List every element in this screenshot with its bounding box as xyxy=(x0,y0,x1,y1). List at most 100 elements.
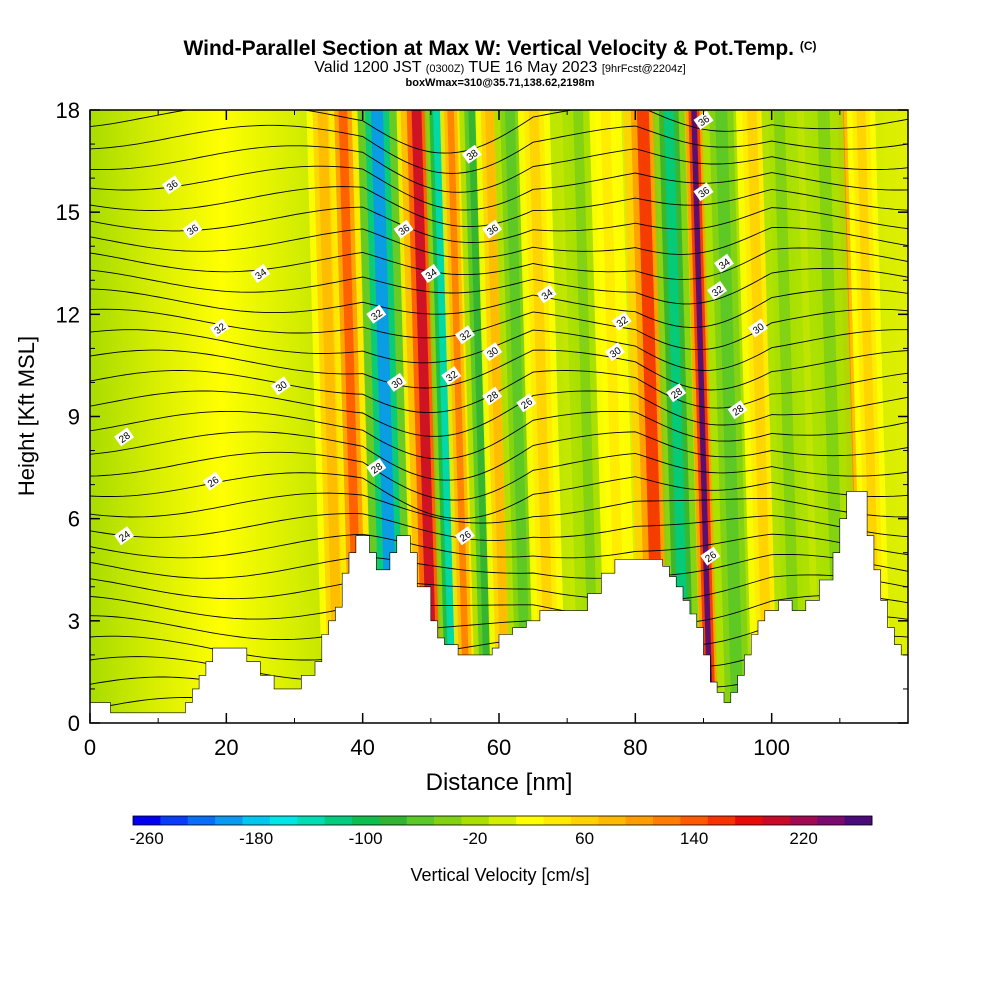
terrain xyxy=(90,491,908,723)
theta-contour-line xyxy=(90,247,908,280)
colorbar-tick-label: -180 xyxy=(239,829,273,848)
theta-label-bg xyxy=(270,376,291,396)
theta-label: 36 xyxy=(693,110,714,130)
chart-subtitle: Valid 1200 JST (0300Z) TUE 16 May 2023 [… xyxy=(0,60,1000,77)
theta-label-bg xyxy=(482,342,503,362)
velocity-band xyxy=(400,110,449,723)
colorbar-swatch xyxy=(242,816,271,825)
theta-contour-line xyxy=(90,513,908,541)
velocity-band-layer xyxy=(773,110,801,723)
theta-label-bg xyxy=(666,383,687,403)
theta-label-bg xyxy=(182,219,203,239)
theta-contour-line xyxy=(90,186,908,228)
colorbar-swatch xyxy=(187,816,216,825)
theta-label-bg xyxy=(693,110,714,130)
colorbar-swatch xyxy=(269,816,298,825)
theta-label: 32 xyxy=(454,325,475,345)
theta-label: 32 xyxy=(366,304,387,324)
theta-contour-line xyxy=(90,349,908,391)
colorbar-swatch xyxy=(160,816,189,825)
theta-contour-line xyxy=(90,574,908,601)
theta-contour-line xyxy=(90,370,908,414)
theta-contour-line xyxy=(90,533,908,559)
velocity-band xyxy=(761,110,814,723)
colorbar-swatch xyxy=(680,816,709,825)
colorbar-swatch xyxy=(598,816,627,825)
colorbar-tick-label: 60 xyxy=(575,829,594,848)
velocity-band-layer xyxy=(433,110,458,723)
velocity-band-layer xyxy=(468,110,493,723)
theta-label-bg xyxy=(482,386,503,406)
velocity-band-layer xyxy=(411,110,438,723)
colorbar-swatch xyxy=(516,816,544,825)
theta-label: 36 xyxy=(182,219,203,239)
colorbar-swatch xyxy=(297,816,325,825)
y-tick-label: 0 xyxy=(68,711,80,736)
theta-contour-line xyxy=(90,472,908,520)
colorbar-swatch xyxy=(351,816,380,825)
theta-contour-line xyxy=(90,206,908,243)
colorbar: -260 -180 -100 -20 60 140 220 xyxy=(130,815,873,848)
theta-label-bg xyxy=(454,526,475,546)
colorbar-swatch xyxy=(215,816,243,825)
theta-label-bg xyxy=(420,263,441,284)
theta-label: 34 xyxy=(714,253,734,273)
colorbar-tick-label: -20 xyxy=(463,829,488,848)
colorbar-swatch xyxy=(570,816,599,825)
y-tick-label: 18 xyxy=(56,98,80,123)
colorbar-swatch xyxy=(625,816,654,825)
colorbar-swatch xyxy=(543,816,572,825)
theta-label-bg xyxy=(707,280,728,301)
plot-area: 36 36 34 32 30 28 26 24 36 34 32 30 28 38 36 34 32 32 30 28… xyxy=(90,110,908,723)
valid-utc: (0300Z) xyxy=(425,63,465,75)
theta-label: 30 xyxy=(604,342,625,362)
theta-label-bg xyxy=(727,400,748,420)
theta-label-bg xyxy=(461,144,482,164)
theta-label-bg xyxy=(693,182,714,202)
theta-label-bg xyxy=(161,175,182,195)
theta-label-bg xyxy=(454,325,475,345)
theta-label-bg xyxy=(748,318,768,338)
colorbar-swatch xyxy=(653,816,681,825)
theta-label: 36 xyxy=(393,219,414,239)
theta-label-bg xyxy=(604,342,625,362)
y-tick-label: 6 xyxy=(68,507,80,532)
y-tick-label: 15 xyxy=(56,200,80,225)
theta-label: 30 xyxy=(748,318,768,338)
theta-contour-line xyxy=(90,451,908,501)
theta-label-bg xyxy=(393,219,414,239)
colorbar-swatch xyxy=(324,816,353,825)
colorbar-swatch xyxy=(762,816,791,825)
x-tick-label: 0 xyxy=(84,735,96,760)
theta-label-bg xyxy=(386,372,407,392)
x-tick-label: 40 xyxy=(350,735,374,760)
x-axis-label: Distance [nm] xyxy=(426,769,573,796)
theta-label-bg xyxy=(366,458,387,478)
theta-label-bg xyxy=(611,311,632,331)
theta-contour-line xyxy=(90,227,908,259)
theta-label-bg xyxy=(250,263,271,284)
colorbar-swatch xyxy=(844,816,873,825)
theta-contour-line xyxy=(90,145,908,193)
x-tick-label: 100 xyxy=(753,735,790,760)
x-tick-label: 60 xyxy=(487,735,511,760)
theta-label-bg xyxy=(202,471,223,491)
theta-label-bg xyxy=(714,253,734,273)
theta-label: 26 xyxy=(700,546,721,566)
theta-label: 34 xyxy=(536,284,557,304)
colorbar-tick-label: -100 xyxy=(349,829,383,848)
colorbar-swatch xyxy=(789,816,818,825)
theta-label: 28 xyxy=(482,386,503,406)
theta-contour-line xyxy=(90,110,908,154)
colorbar-swatch xyxy=(488,816,517,825)
theta-contour-line xyxy=(90,165,908,211)
theta-contour-line xyxy=(90,492,908,524)
colorbar-tick-label: 140 xyxy=(680,829,708,848)
theta-label: 32 xyxy=(707,280,728,301)
theta-label-bg xyxy=(366,304,387,324)
theta-label-bg xyxy=(114,526,135,546)
x-tick-label: 20 xyxy=(214,735,238,760)
copyright-mark: (C) xyxy=(799,39,817,53)
colorbar-swatch xyxy=(379,816,408,825)
